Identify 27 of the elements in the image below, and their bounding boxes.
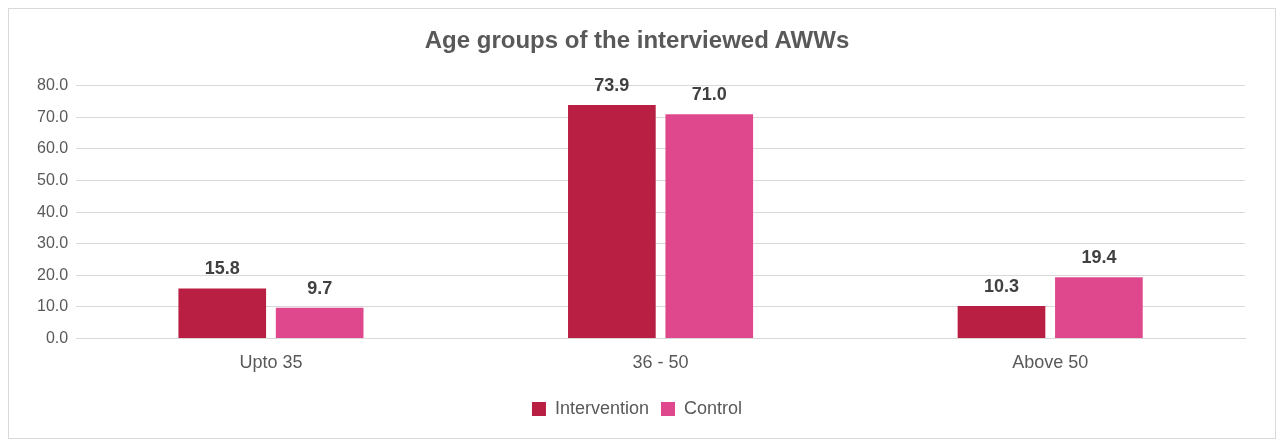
bar [957, 305, 1046, 338]
bar [275, 307, 364, 338]
bar [178, 288, 267, 338]
y-tick-label: 70.0 [37, 107, 69, 125]
chart-title: Age groups of the interviewed AWWs [424, 26, 850, 54]
y-tick-label: 0.0 [45, 328, 69, 346]
x-tick-label: 36 - 50 [632, 352, 689, 373]
legend-label: Control [684, 397, 743, 418]
data-label: 73.9 [594, 75, 630, 96]
data-label: 19.4 [1081, 247, 1117, 268]
x-tick-label: Above 50 [1012, 352, 1089, 373]
data-label: 10.3 [983, 275, 1020, 296]
bar [665, 114, 754, 338]
bar [568, 105, 656, 338]
y-tick-label: 20.0 [37, 265, 69, 283]
data-label: 9.7 [307, 277, 333, 298]
data-label: 71.0 [691, 84, 727, 105]
legend-label: Intervention [554, 397, 650, 418]
y-tick-label: 50.0 [37, 170, 69, 188]
x-tick-label: Upto 35 [239, 352, 303, 373]
y-tick-label: 80.0 [37, 76, 69, 94]
y-tick-label: 30.0 [37, 234, 69, 252]
data-label: 15.8 [204, 258, 240, 279]
bar [1055, 277, 1143, 338]
y-tick-label: 10.0 [37, 297, 69, 315]
y-tick-label: 40.0 [37, 202, 69, 220]
y-tick-label: 60.0 [37, 139, 69, 157]
